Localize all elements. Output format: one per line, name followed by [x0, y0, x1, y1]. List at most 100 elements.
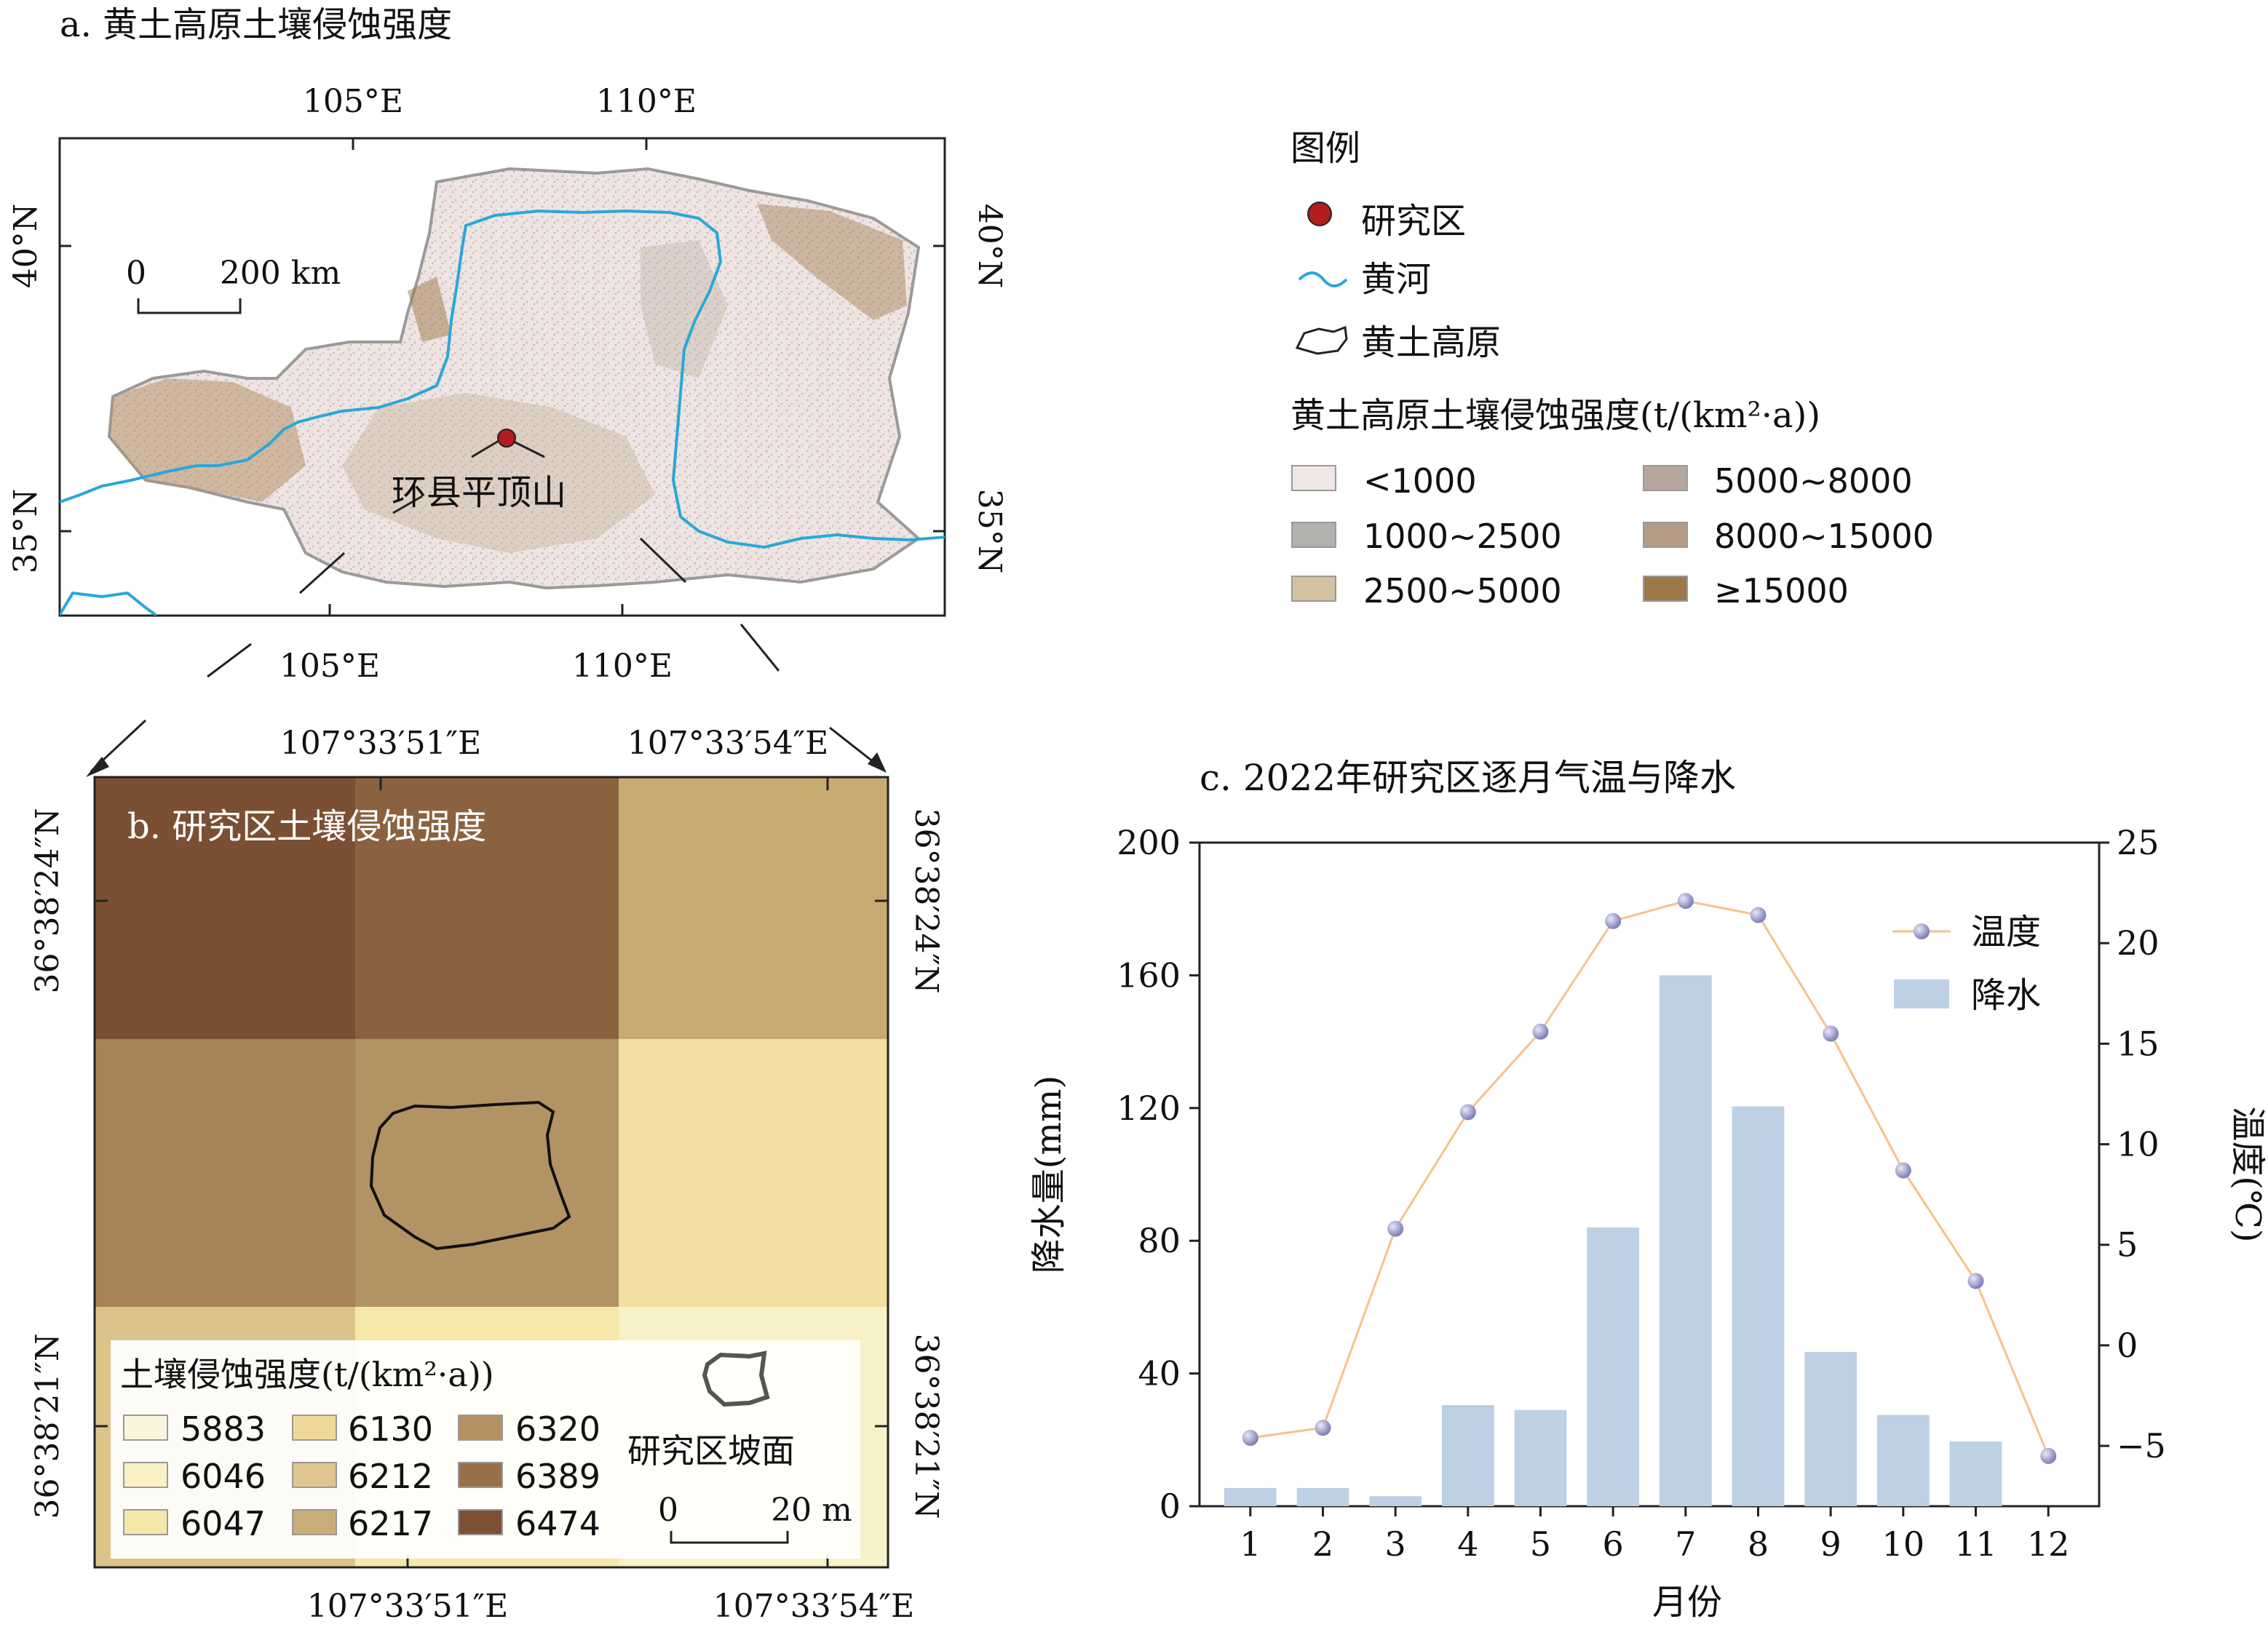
grid-cell-2-1: [95, 1039, 355, 1307]
temp-point-11: [1967, 1273, 1984, 1289]
map-b-legend-label-8: 6389: [515, 1457, 600, 1496]
map-b-legend-label-1: 5883: [181, 1409, 266, 1449]
map-b-legend-label-7: 6320: [515, 1409, 600, 1449]
x-tick-label-5: 5: [1530, 1524, 1551, 1564]
legend-class-swatch-6: [1643, 576, 1688, 602]
map-b-legend-title: 土壤侵蚀强度(t/(km²·a)): [120, 1355, 494, 1394]
legend-precip-swatch: [1894, 979, 1949, 1009]
temp-point-6: [1605, 912, 1622, 929]
scale-b-zero: 0: [658, 1492, 678, 1529]
y2-tick-label-15: 15: [2117, 1024, 2160, 1063]
map-b-lat-label-right-24: 36°38′24″N: [908, 808, 945, 994]
x-tick-label-4: 4: [1457, 1524, 1478, 1564]
map-b-legend-swatch-6: [292, 1509, 337, 1535]
chart-title: c. 2022年研究区逐月气温与降水: [1200, 757, 1736, 799]
y-tick-label-80: 80: [1138, 1221, 1181, 1260]
legend-class-label-2: 1000~2500: [1363, 517, 1562, 556]
legend-title: 图例: [1290, 128, 1360, 169]
temp-point-12: [2040, 1447, 2057, 1464]
legend-site-icon: [1307, 202, 1332, 226]
chart-plot-frame: [1198, 841, 2101, 1508]
precip-bar-6: [1587, 1227, 1640, 1506]
legend-class-label-6: ≥15000: [1714, 571, 1849, 610]
map-b-legend-swatch-5: [292, 1462, 337, 1488]
map-legend: 图例 研究区 黄河 黄土高原 黄土高原土壤侵蚀强度(t/(km²·a)) <10…: [1290, 128, 1934, 610]
precip-bar-11: [1949, 1441, 2002, 1506]
temp-point-7: [1677, 893, 1694, 910]
map-a-lat-label-right-35: 35°N: [971, 489, 1008, 574]
x-tick-label-10: 10: [1882, 1524, 1925, 1564]
scale-bar-a: [137, 298, 242, 314]
scale-b-label: 20 m: [771, 1492, 852, 1529]
map-a-lon-label-bottom-105: 105°E: [279, 648, 380, 685]
legend-river-icon: [1298, 271, 1348, 287]
map-b-legend-swatch-3: [123, 1509, 168, 1535]
temp-point-2: [1315, 1420, 1331, 1436]
precip-bar-1: [1224, 1487, 1277, 1506]
legend-class-label-5: 8000~15000: [1714, 517, 1934, 556]
map-b-legend-label-3: 6047: [181, 1504, 266, 1543]
temp-point-3: [1387, 1220, 1404, 1237]
precip-bar-10: [1876, 1415, 1930, 1506]
y-tick-label-40: 40: [1138, 1354, 1181, 1393]
map-a-lon-label-top-110: 110°E: [596, 83, 697, 120]
temp-point-4: [1459, 1104, 1476, 1121]
x-tick-label-11: 11: [1954, 1524, 1997, 1564]
map-b-legend-label-5: 6212: [348, 1457, 433, 1496]
precip-bar-4: [1441, 1404, 1494, 1506]
map-a-lon-label-top-105: 105°E: [303, 83, 403, 120]
map-a-lat-label-right-40: 40°N: [971, 204, 1008, 289]
precip-bar-8: [1732, 1106, 1785, 1506]
yellow-river: [60, 209, 945, 549]
grid-cell-2-3: [619, 1039, 888, 1307]
site-label: 环县平顶山: [392, 472, 566, 513]
scale-a-label: 200 km: [220, 255, 341, 292]
legend-class-swatch-1: [1291, 465, 1336, 491]
legend-temp-marker: [1914, 923, 1930, 939]
map-b-legend-label-2: 6046: [181, 1457, 266, 1496]
legend-class-swatch-2: [1291, 522, 1336, 548]
chart-xlabel: 月份: [1652, 1582, 1722, 1623]
legend-site-label: 研究区: [1361, 201, 1466, 242]
chart-legend: 温度 降水: [1892, 912, 2041, 1016]
temp-point-8: [1750, 907, 1767, 923]
y-tick-label-160: 160: [1117, 955, 1181, 995]
x-tick-label-9: 9: [1820, 1524, 1841, 1564]
y2-tick-label-20: 20: [2117, 923, 2160, 963]
y-tick-label-120: 120: [1117, 1089, 1181, 1128]
legend-class-label-1: <1000: [1363, 461, 1477, 501]
precip-bar-2: [1296, 1487, 1349, 1506]
y-tick-label-0: 0: [1159, 1487, 1181, 1526]
x-tick-label-1: 1: [1240, 1524, 1261, 1564]
temp-point-1: [1242, 1430, 1258, 1447]
map-a-lon-label-bottom-110: 110°E: [572, 648, 673, 685]
map-a-lat-label-left-40: 40°N: [7, 204, 44, 289]
map-b-legend-label-9: 6474: [515, 1504, 600, 1543]
y-tick-label-200: 200: [1117, 823, 1181, 862]
precip-bar-7: [1659, 975, 1712, 1506]
precip-bar-3: [1369, 1496, 1422, 1506]
map-b-slope-label: 研究区坡面: [627, 1431, 795, 1471]
legend-slope-icon: [702, 1350, 770, 1407]
grid-cell-1-2: [355, 777, 619, 1039]
map-a: 0 200 km 环县平顶山: [58, 137, 946, 617]
temp-point-5: [1532, 1023, 1549, 1040]
map-b-frame: [93, 776, 889, 1569]
scale-bar-b: [670, 1531, 789, 1544]
x-tick-label-2: 2: [1312, 1524, 1333, 1564]
map-b-lon-label-top-51: 107°33′51″E: [280, 725, 482, 762]
legend-plateau-label: 黄土高原: [1361, 322, 1501, 363]
map-b-legend-swatch-7: [458, 1415, 503, 1441]
legend-plateau-icon: [1295, 325, 1348, 355]
map-b-legend-swatch-8: [458, 1462, 503, 1488]
map-a-lat-label-left-35: 35°N: [7, 489, 44, 574]
map-b-legend-swatch-1: [123, 1415, 168, 1441]
y2-tick-label-10: 10: [2117, 1125, 2160, 1164]
scale-a-zero: 0: [126, 255, 146, 292]
x-tick-label-12: 12: [2027, 1524, 2070, 1564]
map-b-lon-label-bottom-51: 107°33′51″E: [307, 1588, 509, 1625]
chart-ylabel: 降水量(mm): [1028, 1075, 1069, 1274]
legend-class-label-4: 5000~8000: [1714, 461, 1913, 501]
